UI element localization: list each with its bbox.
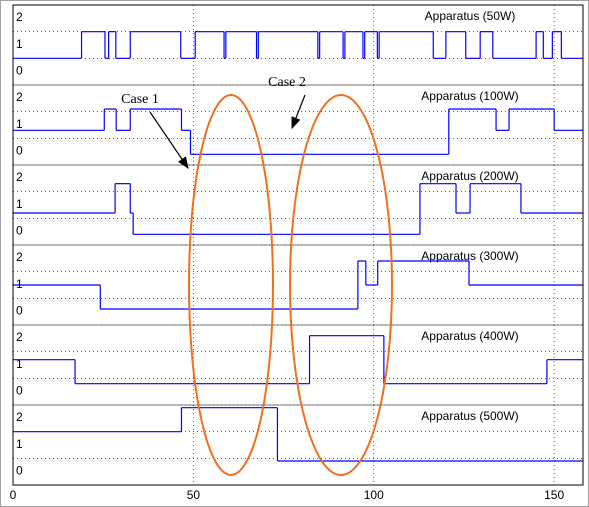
y-tick-label: 0 [16, 64, 23, 78]
case-1-arrow [149, 111, 189, 169]
series-name: Apparatus (500W) [421, 409, 518, 423]
y-tick-label: 1 [16, 197, 23, 211]
y-tick-label: 1 [16, 277, 23, 291]
case-2-arrow [291, 94, 306, 130]
series-name: Apparatus (50W) [425, 9, 516, 23]
series-name: Apparatus (100W) [421, 89, 518, 103]
y-tick-label: 2 [16, 10, 23, 24]
y-tick-label: 2 [16, 170, 23, 184]
series-name: Apparatus (400W) [421, 329, 518, 343]
y-tick-label: 1 [16, 37, 23, 51]
x-tick-label: 50 [187, 488, 201, 502]
y-tick-label: 2 [16, 250, 23, 264]
y-tick-label: 1 [16, 437, 23, 451]
y-tick-label: 1 [16, 357, 23, 371]
x-tick-label: 0 [10, 488, 17, 502]
plot-border [12, 4, 584, 486]
plots: 0 1 2 Apparatus (50W) 0 1 2 Apparatus (100W) 0 1 2… [10, 4, 583, 502]
annotation: Case 2 [268, 75, 306, 90]
y-tick-label: 2 [16, 330, 23, 344]
annotation: Case 1 [121, 92, 159, 107]
y-tick-label: 0 [16, 384, 23, 398]
y-tick-label: 1 [16, 117, 23, 131]
y-tick-label: 2 [16, 410, 23, 424]
case-1-ellipse [188, 94, 274, 476]
case-2-ellipse [289, 94, 393, 476]
y-tick-label: 0 [16, 144, 23, 158]
series-name: Apparatus (300W) [421, 249, 518, 263]
y-tick-label: 0 [16, 304, 23, 318]
y-tick-label: 0 [16, 224, 23, 238]
y-tick-label: 2 [16, 90, 23, 104]
y-tick-label: 0 [16, 464, 23, 478]
x-tick-label: 150 [544, 488, 564, 502]
x-tick-label: 100 [364, 488, 384, 502]
series-name: Apparatus (200W) [421, 169, 518, 183]
